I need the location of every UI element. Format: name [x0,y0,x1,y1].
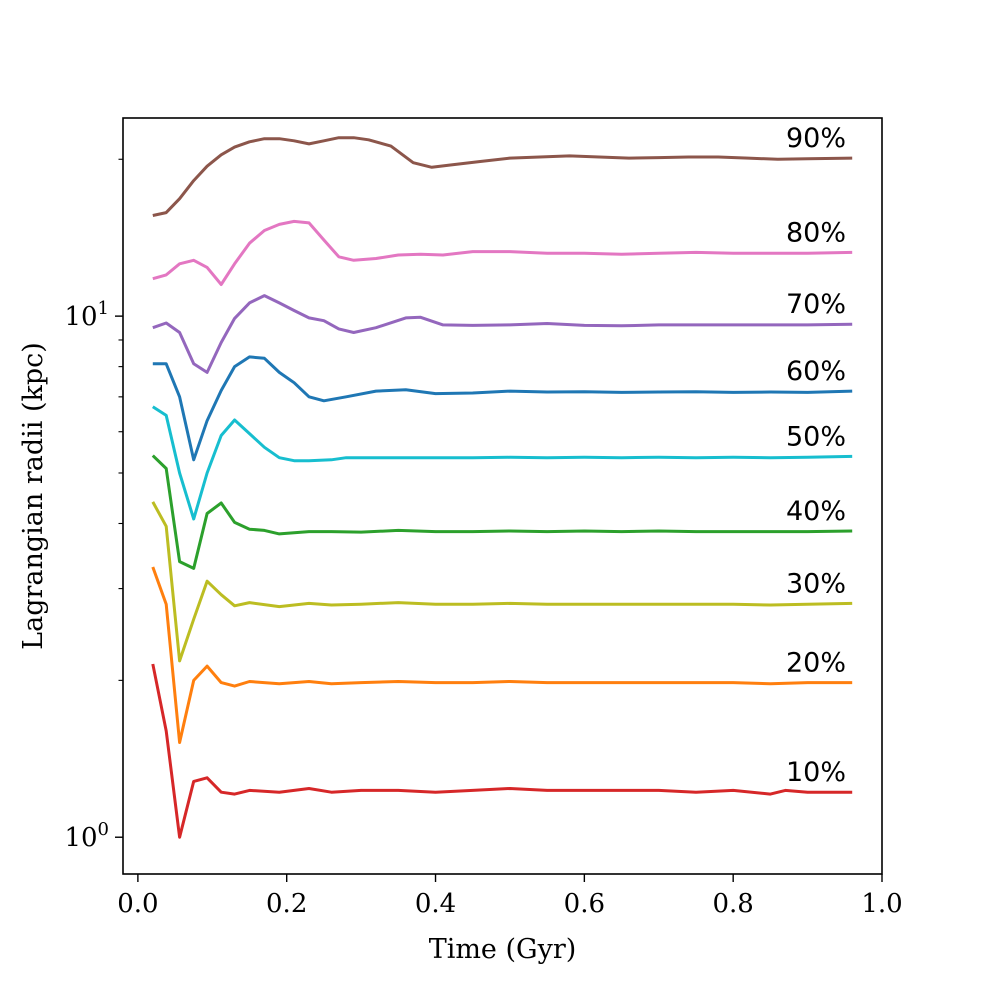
series-line-70pct [152,294,853,374]
x-axis-label: Time (Gyr) [429,934,577,965]
series-line-30pct [151,501,853,663]
series-label-10pct: 10% [786,757,846,788]
series-label-40pct: 40% [786,496,846,527]
x-axis-ticks: 0.0 0.2 0.4 0.6 0.8 1.0 [117,874,903,919]
y-tick-label: 100 [64,819,109,853]
x-tick-label: 0.6 [564,889,605,919]
series-label-20pct: 20% [786,648,846,679]
series-label-90pct: 90% [786,123,846,154]
x-tick-label: 0.4 [415,889,456,919]
x-tick-label: 0.8 [712,889,753,919]
series-label-30pct: 30% [786,568,846,599]
y-axis-ticks: 100 101 [64,158,123,853]
series-line-60pct [152,355,853,462]
x-tick-label: 1.0 [861,889,902,919]
y-tick-label: 101 [64,298,109,332]
series-line-40pct [151,454,853,570]
plot-frame [122,117,883,875]
x-tick-label: 0.0 [117,889,158,919]
series-line-90pct [152,136,853,217]
series-label-70pct: 70% [786,289,846,320]
series-label-50pct: 50% [786,421,846,452]
series-line-80pct [152,219,853,286]
series-labels: 10% 20% 30% 40% 50% 60% 70% 80% 90% [786,123,846,788]
series-line-50pct [151,405,853,521]
series-line-10pct [151,663,853,839]
series-label-80pct: 80% [786,217,846,248]
x-tick-label: 0.2 [266,889,307,919]
series-label-60pct: 60% [786,356,846,387]
series-group [151,136,853,839]
y-axis-label: Lagrangian radii (kpc) [18,342,49,650]
series-line-20pct [151,566,853,744]
